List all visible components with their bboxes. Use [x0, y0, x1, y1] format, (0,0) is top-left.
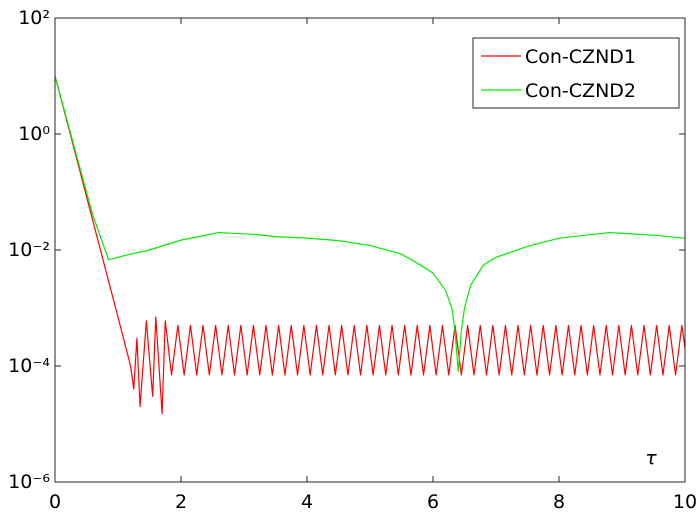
y-tick-label: 10⁻² [8, 239, 50, 261]
legend-label: Con-CZND1 [525, 46, 636, 68]
y-tick-label: 10⁻⁴ [8, 355, 50, 377]
y-tick-label: 10² [18, 7, 50, 29]
x-tick-label: 4 [301, 491, 313, 513]
x-tick-label: 8 [553, 491, 565, 513]
legend-label: Con-CZND2 [525, 80, 636, 102]
series-line [54, 75, 686, 373]
x-tick-label: 6 [427, 491, 439, 513]
y-tick-label: 10⁻⁶ [8, 471, 50, 493]
x-tick-label: 2 [175, 491, 187, 513]
x-axis-label: τ [645, 447, 657, 469]
y-tick-label: 10⁰ [18, 123, 50, 145]
series-line [54, 75, 686, 415]
legend-box [472, 37, 680, 109]
x-tick-label: 0 [49, 491, 61, 513]
x-tick-label: 10 [673, 491, 697, 513]
